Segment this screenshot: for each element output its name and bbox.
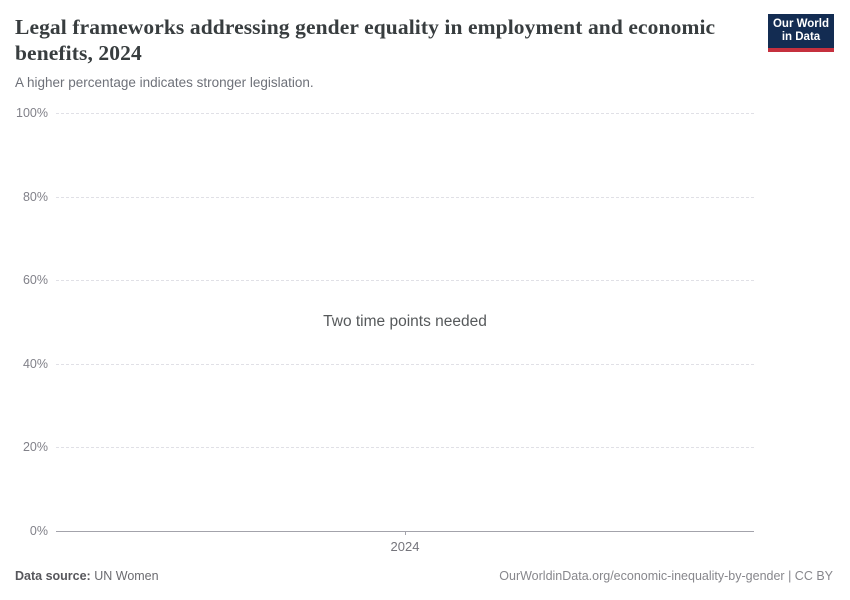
y-tick-label: 80%: [22, 189, 48, 204]
y-gridline: [56, 363, 754, 365]
y-gridline: [56, 280, 754, 282]
y-tick-label: 0%: [29, 524, 48, 538]
footer-attribution: OurWorldinData.org/economic-inequality-b…: [499, 569, 833, 583]
chart-subtitle: A higher percentage indicates stronger l…: [15, 75, 314, 90]
y-gridline: [56, 447, 754, 449]
chart-message: Two time points needed: [323, 313, 487, 330]
footer-divider: |: [784, 569, 795, 583]
x-tick-label: 2024: [390, 539, 420, 554]
chart-footer: Data source: UN Women OurWorldinData.org…: [15, 569, 833, 583]
y-tick-label: 60%: [22, 273, 48, 288]
data-source-label: Data source:: [15, 569, 91, 583]
chart-title: Legal frameworks addressing gender equal…: [15, 15, 716, 65]
x-tick-mark: [405, 531, 406, 535]
owid-logo-line1: Our World: [772, 17, 829, 30]
owid-logo[interactable]: Our World in Data: [768, 14, 834, 52]
y-tick-label: 20%: [22, 440, 48, 455]
data-source: Data source: UN Women: [15, 569, 159, 583]
y-gridline: [56, 196, 754, 198]
data-source-value: UN Women: [94, 569, 159, 583]
footer-license-link[interactable]: CC BY: [794, 569, 833, 583]
chart-header: Legal frameworks addressing gender equal…: [15, 14, 850, 90]
y-tick-label: 40%: [22, 356, 48, 371]
y-gridline: [56, 113, 754, 114]
owid-logo-line2: in Data: [781, 31, 821, 43]
footer-url-link[interactable]: OurWorldinData.org/economic-inequality-b…: [499, 569, 785, 583]
y-tick-label: 100%: [16, 106, 48, 120]
